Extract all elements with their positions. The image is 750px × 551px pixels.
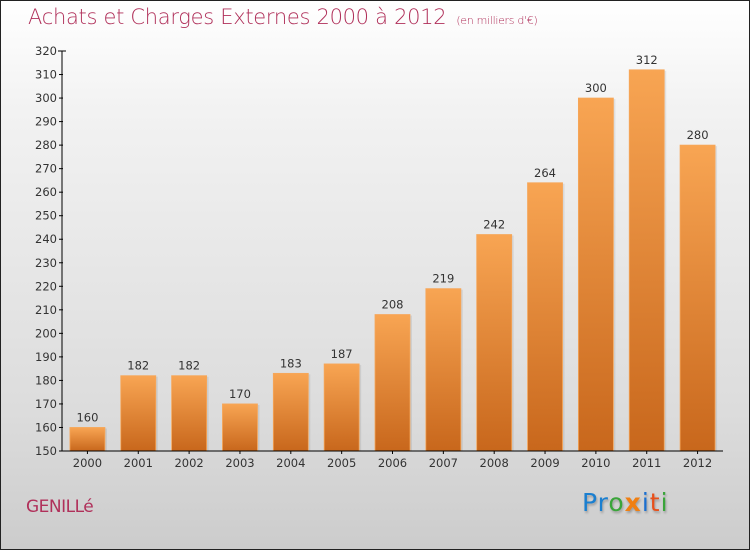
chart-title: Achats et Charges Externes 2000 à 2012 (e… [28, 5, 538, 29]
x-tick-label-2009: 2009 [530, 456, 559, 470]
y-tick-label-180: 180 [35, 373, 57, 387]
y-tick-label-250: 250 [35, 209, 57, 223]
x-tick-label-2000: 2000 [73, 456, 102, 470]
x-tick-label-2007: 2007 [429, 456, 458, 470]
data-label-2011: 312 [636, 53, 658, 67]
data-label-2012: 280 [687, 128, 709, 142]
logo-letter: r [597, 488, 609, 517]
x-tick-label-2011: 2011 [632, 456, 661, 470]
bar-2007 [425, 288, 462, 452]
data-label-2009: 264 [534, 166, 556, 180]
data-label-2001: 182 [127, 359, 149, 373]
bar-2004 [272, 372, 309, 452]
y-tick-label-200: 200 [35, 326, 57, 340]
bar-2009 [527, 182, 563, 452]
data-label-2010: 300 [585, 81, 607, 95]
y-tick-label-150: 150 [35, 444, 57, 458]
bar-2001 [120, 375, 157, 452]
x-tick-label-2001: 2001 [124, 456, 153, 470]
bar-2002 [171, 375, 208, 452]
bar-2000 [69, 427, 106, 452]
x-tick-label-2002: 2002 [174, 456, 203, 470]
data-label-2000: 160 [76, 410, 98, 424]
data-label-2004: 183 [280, 356, 302, 370]
chart-title-text: Achats et Charges Externes 2000 à 2012 [28, 5, 447, 29]
y-tick-label-190: 190 [35, 350, 57, 364]
chart-subtitle: (en milliers d'€) [456, 14, 538, 27]
y-tick-label-170: 170 [35, 397, 57, 411]
data-label-2008: 242 [483, 218, 505, 232]
x-tick-label-2010: 2010 [581, 456, 610, 470]
y-tick-label-320: 320 [35, 44, 57, 58]
x-tick-label-2012: 2012 [683, 456, 712, 470]
bars-layer: 160 182 182 170 183 187 208 219 242 264 300 312 280 [69, 53, 718, 452]
axis-layer: 2000 2001 2002 2003 2004 2005 2006 2007 2008 2009… [35, 44, 723, 470]
y-tick-label-230: 230 [35, 256, 57, 270]
bar-2010 [577, 97, 614, 452]
logo-letter: x [624, 488, 642, 517]
bar-2011 [628, 69, 665, 452]
y-tick-label-210: 210 [35, 303, 57, 317]
y-tick-label-280: 280 [35, 138, 57, 152]
bar-2012 [679, 144, 716, 452]
x-tick-label-2006: 2006 [378, 456, 407, 470]
proxiti-logo[interactable]: Proxiti [582, 488, 669, 517]
x-tick-label-2003: 2003 [225, 456, 254, 470]
logo-letter: i [660, 488, 669, 517]
y-tick-label-290: 290 [35, 115, 57, 129]
logo-letter: i [641, 488, 650, 517]
logo-letter: P [582, 488, 598, 517]
y-tick-label-240: 240 [35, 232, 57, 246]
logo-letter: t [649, 488, 661, 517]
y-tick-label-270: 270 [35, 162, 57, 176]
bar-2003 [222, 403, 258, 452]
data-label-2006: 208 [382, 298, 404, 312]
bar-2005 [323, 363, 360, 452]
bar-2008 [476, 234, 513, 452]
y-tick-label-220: 220 [35, 279, 57, 293]
bar-2006 [374, 314, 411, 452]
data-label-2007: 219 [432, 272, 454, 286]
x-tick-label-2004: 2004 [276, 456, 305, 470]
y-tick-label-260: 260 [35, 185, 57, 199]
data-label-2002: 182 [178, 359, 200, 373]
x-tick-label-2008: 2008 [480, 456, 509, 470]
data-label-2003: 170 [229, 387, 251, 401]
commune-name: GENILLé [26, 497, 94, 517]
data-label-2005: 187 [331, 347, 353, 361]
y-tick-label-310: 310 [35, 68, 57, 82]
y-tick-label-300: 300 [35, 91, 57, 105]
y-tick-label-160: 160 [35, 420, 57, 434]
x-tick-label-2005: 2005 [327, 456, 356, 470]
logo-letter: o [608, 488, 625, 517]
